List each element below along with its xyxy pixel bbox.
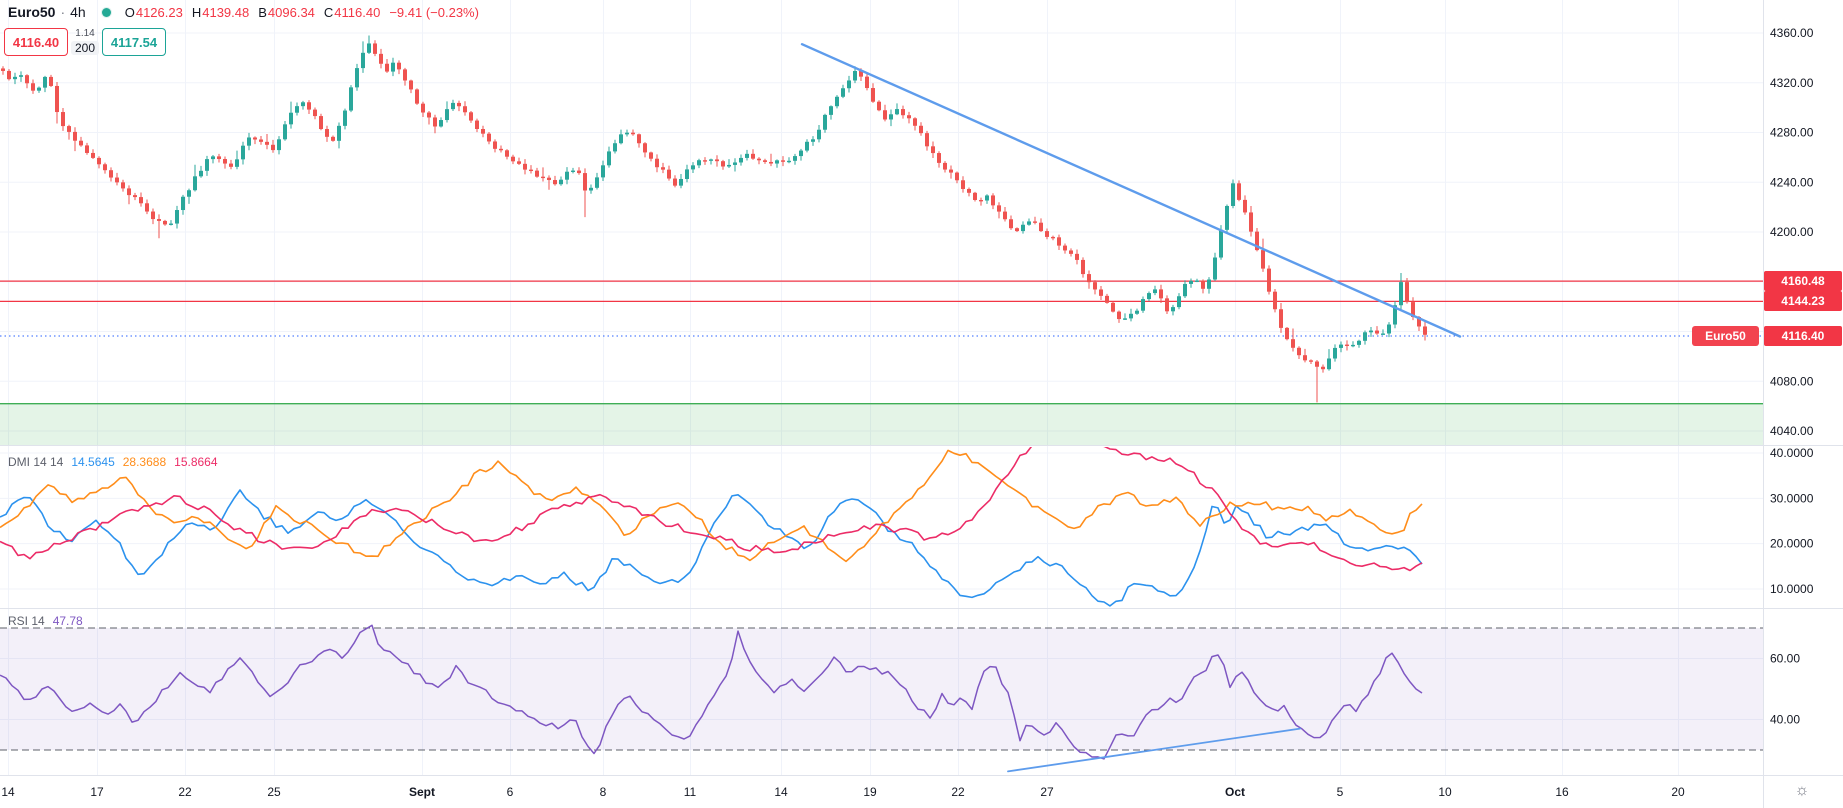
buy-button[interactable]: 4117.54 bbox=[102, 28, 166, 56]
price-trendline[interactable] bbox=[800, 42, 1462, 338]
price-pane bbox=[0, 35, 1763, 446]
spread-box: 1.14 200 bbox=[68, 28, 102, 56]
sell-button[interactable]: 4116.40 bbox=[4, 28, 68, 56]
grid-layer bbox=[0, 0, 1763, 775]
svg-text:10: 10 bbox=[1438, 785, 1452, 799]
svg-text:20.0000: 20.0000 bbox=[1770, 537, 1814, 551]
svg-text:19: 19 bbox=[863, 785, 877, 799]
svg-text:4280.00: 4280.00 bbox=[1770, 126, 1814, 140]
change-value: −9.41 (−0.23%) bbox=[389, 4, 479, 20]
dmi-line-adx[interactable] bbox=[0, 430, 1423, 572]
svg-text:Oct: Oct bbox=[1225, 785, 1245, 799]
last-price-symbol-badge: Euro50 bbox=[1692, 326, 1759, 346]
open-key: O bbox=[124, 4, 135, 20]
low-key: B bbox=[258, 4, 267, 20]
svg-text:22: 22 bbox=[951, 785, 965, 799]
svg-text:20: 20 bbox=[1671, 785, 1685, 799]
dmi-plus-di-value: 14.5645 bbox=[71, 455, 115, 469]
open-value: 4126.23 bbox=[135, 4, 183, 20]
svg-text:4080.00: 4080.00 bbox=[1770, 374, 1814, 388]
svg-text:11: 11 bbox=[684, 785, 697, 799]
svg-text:4360.00: 4360.00 bbox=[1770, 26, 1814, 40]
svg-text:10.0000: 10.0000 bbox=[1770, 582, 1814, 596]
symbol-name[interactable]: Euro50 bbox=[8, 4, 56, 20]
close-key: C bbox=[323, 4, 334, 20]
close-value: 4116.40 bbox=[334, 4, 381, 20]
svg-text:4200.00: 4200.00 bbox=[1770, 225, 1814, 239]
svg-text:27: 27 bbox=[1040, 785, 1054, 799]
svg-text:22: 22 bbox=[178, 785, 192, 799]
high-value: 4139.48 bbox=[202, 4, 250, 20]
rsi-pane bbox=[0, 624, 1763, 773]
svg-text:4040.00: 4040.00 bbox=[1770, 424, 1814, 438]
svg-text:14: 14 bbox=[1, 785, 15, 799]
interval-label[interactable]: 4h bbox=[70, 4, 86, 20]
rsi-line[interactable] bbox=[0, 624, 1423, 760]
brightness-icon[interactable]: ☼ bbox=[1794, 782, 1810, 799]
dmi-line-plus-di[interactable] bbox=[0, 489, 1423, 607]
symbol-legend[interactable]: Euro50 · 4h O 4126.23 H 4139.48 B 4096.34 C… bbox=[8, 4, 479, 20]
svg-text:60.00: 60.00 bbox=[1770, 652, 1800, 666]
resistance-level-badge-2: 4144.23 bbox=[1764, 291, 1842, 311]
rsi-legend[interactable]: RSI 14 47.78 bbox=[8, 614, 83, 628]
svg-text:30.0000: 30.0000 bbox=[1770, 491, 1814, 505]
dmi-name: DMI 14 14 bbox=[8, 455, 64, 469]
legend-separator: · bbox=[60, 4, 66, 20]
support-zone[interactable] bbox=[0, 403, 1763, 446]
quantity-value[interactable]: 200 bbox=[70, 41, 100, 55]
svg-text:17: 17 bbox=[90, 785, 104, 799]
svg-text:14: 14 bbox=[774, 785, 788, 799]
svg-text:40.00: 40.00 bbox=[1770, 713, 1800, 727]
svg-text:8: 8 bbox=[600, 785, 607, 799]
candles-layer[interactable] bbox=[1, 35, 1427, 403]
svg-text:4320.00: 4320.00 bbox=[1770, 76, 1814, 90]
svg-text:40.0000: 40.0000 bbox=[1770, 446, 1814, 460]
rsi-name: RSI 14 bbox=[8, 614, 45, 628]
dmi-legend[interactable]: DMI 14 14 14.5645 28.3688 15.8664 bbox=[8, 455, 218, 469]
market-status-dot-icon bbox=[101, 7, 111, 17]
rsi-value: 47.78 bbox=[52, 614, 83, 628]
price-axis[interactable]: 4360.00 4320.00 4280.00 4240.00 4200.00 4080.… bbox=[1, 26, 1813, 799]
low-value: 4096.34 bbox=[267, 4, 315, 20]
dmi-line-minus-di[interactable] bbox=[0, 449, 1423, 563]
high-key: H bbox=[191, 4, 202, 20]
rsi-trendline[interactable] bbox=[1007, 727, 1301, 773]
last-price-badge: 4116.40 bbox=[1764, 326, 1842, 346]
dmi-adx-value: 15.8664 bbox=[174, 455, 218, 469]
resistance-level-badge-1: 4160.48 bbox=[1764, 271, 1842, 291]
ohlc-values: O 4126.23 H 4139.48 B 4096.34 C 4116.40 −9.4… bbox=[125, 5, 479, 20]
trade-panel: 4116.40 1.14 200 4117.54 bbox=[4, 28, 166, 56]
svg-text:Sept: Sept bbox=[409, 785, 435, 799]
dmi-pane bbox=[0, 430, 1423, 607]
spread-value: 1.14 bbox=[75, 28, 95, 39]
svg-text:5: 5 bbox=[1337, 785, 1344, 799]
svg-text:6: 6 bbox=[507, 785, 514, 799]
svg-text:25: 25 bbox=[267, 785, 281, 799]
dmi-minus-di-value: 28.3688 bbox=[122, 455, 167, 469]
svg-text:4240.00: 4240.00 bbox=[1770, 175, 1814, 189]
svg-text:16: 16 bbox=[1555, 785, 1569, 799]
